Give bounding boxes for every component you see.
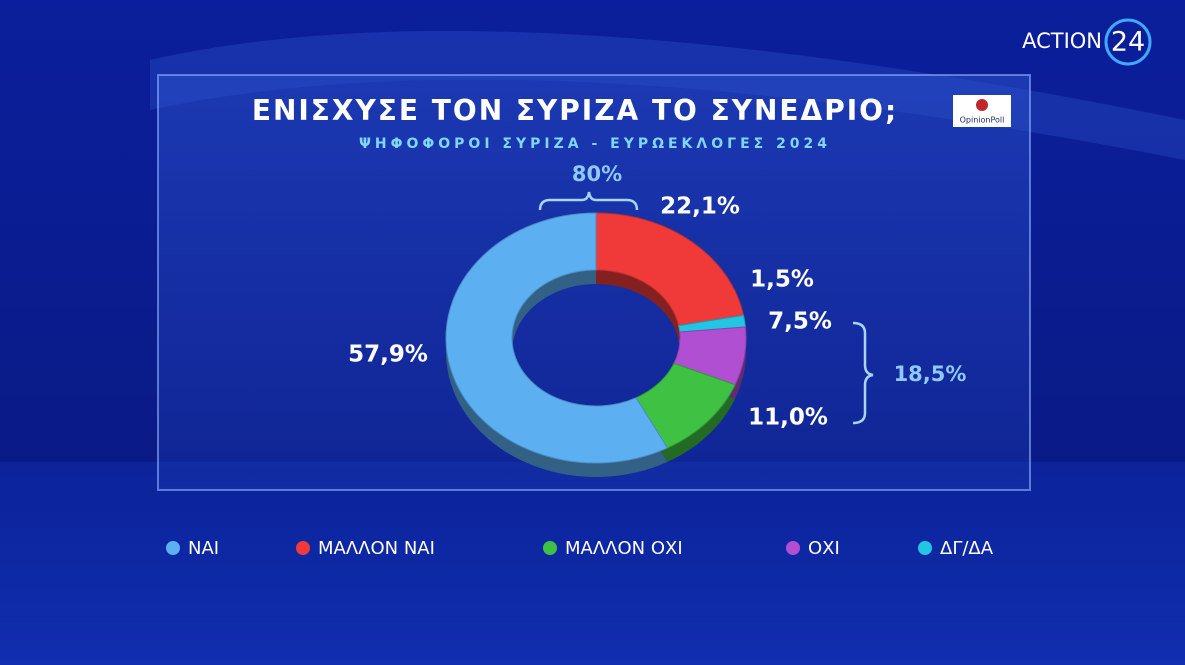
legend-label: ΜΑΛΛΟΝ ΝΑΙ (318, 538, 435, 559)
legend-label: ΔΓ/ΔΑ (940, 538, 994, 559)
group-total: 80% (572, 162, 622, 186)
floor (0, 462, 1185, 665)
channel-name: ACTION (1022, 29, 1102, 53)
legend-label: ΝΑΙ (188, 538, 219, 559)
legend-swatch (543, 541, 557, 555)
value-label: 22,1% (660, 194, 740, 220)
chart-subtitle: ΨΗΦΟΦΟΡΟΙ ΣΥΡΙΖΑ - ΕΥΡΩΕΚΛΟΓΕΣ 2024 (359, 136, 831, 152)
chart-title: ΕΝΙΣΧΥΣΕ ΤΟΝ ΣΥΡΙΖΑ ΤΟ ΣΥΝΕΔΡΙΟ; (252, 94, 898, 127)
legend-label: ΟΧΙ (808, 538, 840, 559)
slice (595, 212, 745, 327)
bracket (538, 191, 639, 211)
value-label: 1,5% (750, 267, 814, 293)
channel-ring (1104, 18, 1152, 66)
slice (445, 212, 669, 464)
swoosh (150, 30, 1185, 161)
legend-swatch (166, 541, 180, 555)
pollster-name: OpinionPoll (960, 116, 1005, 125)
bracket (852, 321, 874, 425)
legend-swatch (918, 541, 932, 555)
channel-number: 24 (1111, 27, 1145, 58)
value-label: 57,9% (348, 342, 428, 368)
value-label: 7,5% (768, 309, 832, 335)
group-total: 18,5% (894, 362, 967, 386)
value-label: 11,0% (748, 405, 828, 431)
legend-swatch (296, 541, 310, 555)
pollster-icon (976, 99, 988, 111)
legend-label: ΜΑΛΛΟΝ ΟΧΙ (565, 538, 683, 559)
legend-swatch (786, 541, 800, 555)
